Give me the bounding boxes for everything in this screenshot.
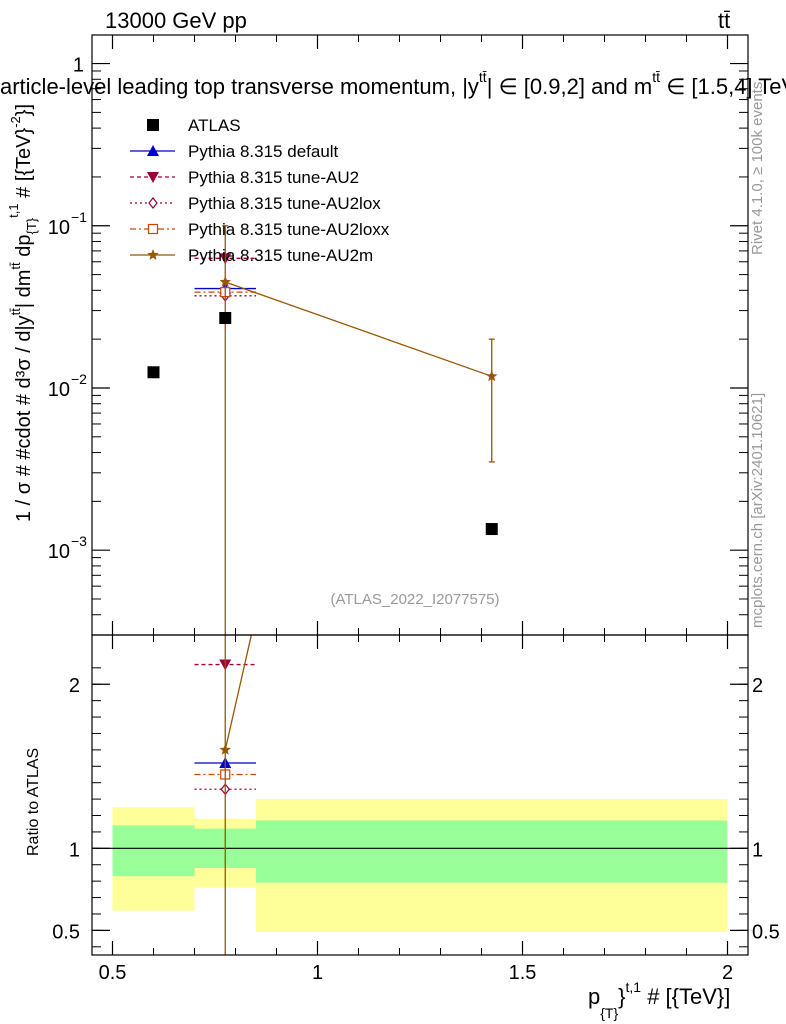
legend-marker-0 [147,119,159,131]
analysis-id: (ATLAS_2022_I2077575) [330,591,499,608]
rivet-version-label: Rivet 4.1.0, ≥ 100k events [749,82,766,255]
series-4-line [225,281,492,377]
y-axis-label-main: 1 / σ # #cdot # d³σ / d|ytt̄| dmtt̄ dp{T… [6,104,39,522]
process-label: tt̄ [718,8,730,33]
energy-label: 13000 GeV pp [105,8,247,33]
ratio-band-green-0 [112,825,195,877]
x-tick-label-1: 1 [312,962,323,984]
y-main-tick-label-0: 1 [73,55,84,77]
ratio-bands [112,799,728,933]
y-ratio-tick-label-0: 0.5 [52,921,80,943]
legend-label-3: Pythia 8.315 tune-AU2lox [188,194,381,213]
y-main-tick-exp-1: −1 [71,209,87,225]
legend-marker-2 [147,172,159,183]
atlas-point-1 [219,312,232,325]
x-tick-label-0: 0.5 [99,962,127,984]
legend-label-5: Pythia 8.315 tune-AU2m [188,246,373,265]
series-4-point-1 [486,370,498,382]
y-main-tick-label-2: 10 [48,379,70,401]
y-axis-label-ratio: Ratio to ATLAS [25,748,42,856]
legend-marker-1 [147,145,159,156]
y-ratio-tick-label-right-2: 2 [752,675,763,697]
legend-marker-4 [147,223,159,235]
legend-label-1: Pythia 8.315 default [188,142,339,161]
ratio-panel-frame [91,634,749,956]
y-ratio-tick-label-right-1: 1 [752,839,763,861]
legend-label-4: Pythia 8.315 tune-AU2loxx [188,220,390,239]
mcplots-label: mcplots.cern.ch [arXiv:2401.10621] [749,393,766,628]
y-main-tick-exp-3: −3 [71,533,87,549]
y-main-tick-label-3: 10 [48,541,70,563]
legend-marker-3 [148,197,158,209]
legend-label-0: ATLAS [188,116,241,135]
ratio-band-green-2 [256,820,728,883]
ratio-panel-series [194,635,256,955]
legend-marker-5 [147,249,159,260]
chart-title: article-level leading top transverse mom… [0,69,786,99]
atlas-point-0 [147,366,160,379]
y-ratio-tick-label-right-0: 0.5 [752,921,780,943]
legend: ATLAS Pythia 8.315 default Pythia 8.315 tu… [130,116,390,265]
atlas-point-2 [485,523,498,536]
x-axis-label: p{T}}t,1 # [{TeV}] [588,979,730,1021]
y-ratio-tick-label-1: 1 [69,839,80,861]
x-tick-label-3: 2 [722,962,733,984]
x-tick-label-2: 1.5 [509,962,537,984]
main-panel-series [147,225,498,635]
y-main-tick-label-1: 10 [48,217,70,239]
y-main-tick-exp-2: −2 [71,371,87,387]
legend-label-2: Pythia 8.315 tune-AU2 [188,168,359,187]
y-ratio-tick-label-2: 2 [69,675,80,697]
series-4-point-0 [219,276,231,287]
